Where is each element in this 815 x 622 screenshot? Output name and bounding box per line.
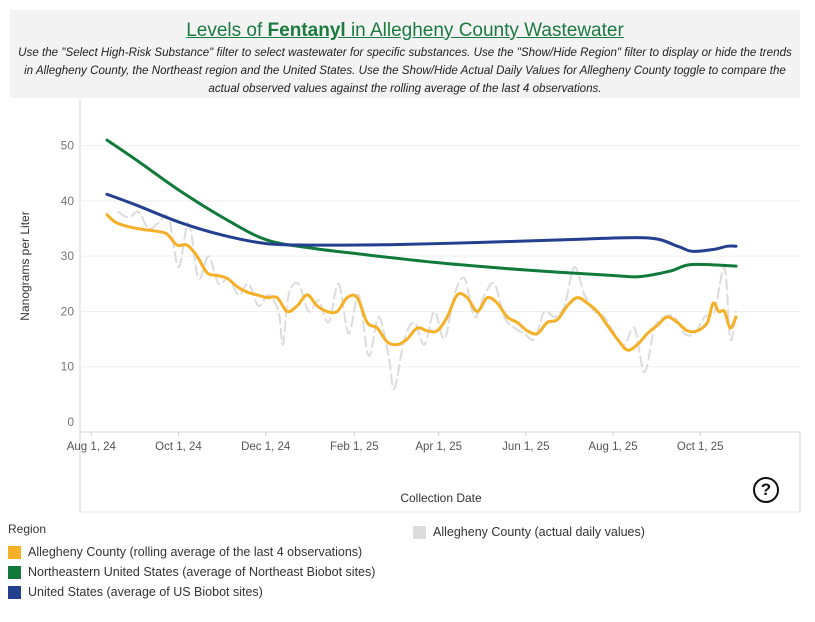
y-tick-label: 30 <box>61 249 75 263</box>
legend-item-allegheny[interactable]: Allegheny County (rolling average of the… <box>8 542 375 562</box>
actual-values-legend: Allegheny County (actual daily values) <box>413 522 645 542</box>
y-tick-label: 20 <box>61 304 75 318</box>
x-tick-label: Jun 1, 25 <box>502 441 549 453</box>
y-tick-label: 0 <box>67 415 74 429</box>
x-tick-label: Oct 1, 24 <box>155 441 202 453</box>
y-axis-title: Nanograms per Liter <box>18 211 32 320</box>
x-tick-label: Feb 1, 25 <box>330 441 379 453</box>
region-legend: Region Allegheny County (rolling average… <box>8 522 375 602</box>
legend-title: Region <box>8 522 47 536</box>
x-tick-label: Dec 1, 24 <box>241 441 291 453</box>
legend-swatch <box>8 565 21 579</box>
title-suffix: in Allegheny County Wastewater <box>345 20 624 41</box>
page-title: Levels of Fentanyl in Allegheny County W… <box>10 20 800 42</box>
x-tick-label: Oct 1, 25 <box>677 441 724 453</box>
legend-label: Northeastern United States (average of N… <box>28 565 376 579</box>
x-tick-label: Aug 1, 24 <box>67 441 117 453</box>
legend-item-actual-daily[interactable]: Allegheny County (actual daily values) <box>413 522 645 542</box>
legend-item-northeast[interactable]: Northeastern United States (average of N… <box>8 562 375 582</box>
legend-label: United States (average of US Biobot site… <box>28 585 263 599</box>
legend-swatch <box>8 545 21 559</box>
series-line-northeast <box>105 138 738 279</box>
x-axis-title: Collection Date <box>400 491 482 505</box>
title-emphasis: Fentanyl <box>267 20 346 41</box>
legend-label: Allegheny County (rolling average of the… <box>28 545 363 559</box>
legend-swatch <box>8 585 21 599</box>
x-tick-label: Apr 1, 25 <box>415 441 462 453</box>
series-line-united-states <box>105 192 738 253</box>
legend-label: Allegheny County (actual daily values) <box>433 525 645 539</box>
y-tick-label: 50 <box>61 139 75 153</box>
help-icon[interactable]: ? <box>753 477 779 503</box>
legend-item-united-states[interactable]: United States (average of US Biobot site… <box>8 582 375 602</box>
y-tick-label: 10 <box>61 360 75 374</box>
x-tick-label: Aug 1, 25 <box>588 441 637 453</box>
title-prefix: Levels of <box>186 20 268 41</box>
y-tick-label: 40 <box>61 194 75 208</box>
header-panel: Levels of Fentanyl in Allegheny County W… <box>10 10 800 98</box>
series-line-allegheny-rolling <box>105 213 738 352</box>
page-subtitle: Use the "Select High-Risk Substance" fil… <box>18 46 792 95</box>
legend-swatch <box>413 525 426 539</box>
